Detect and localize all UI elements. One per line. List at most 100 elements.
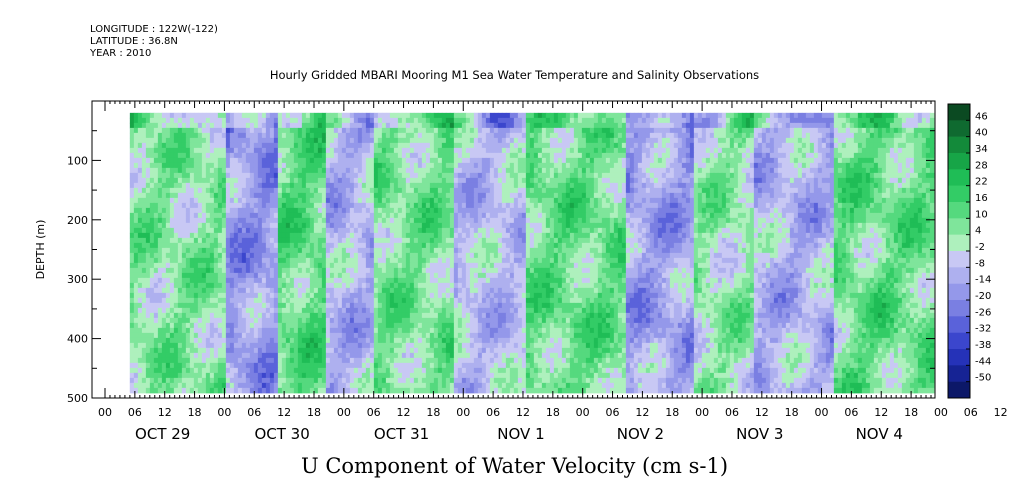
heatmap-cell [533, 182, 539, 189]
heatmap-cell [585, 147, 591, 154]
heatmap-cell [921, 172, 927, 179]
heatmap-cell [245, 232, 251, 239]
heatmap-cell [409, 207, 415, 214]
heatmap-cell [389, 202, 395, 209]
heatmap-cell [161, 127, 167, 134]
heatmap-cell [617, 217, 623, 224]
heatmap-cell [225, 217, 231, 224]
heatmap-cell [793, 112, 799, 119]
heatmap-cell [805, 112, 811, 119]
heatmap-cell [737, 157, 743, 164]
heatmap-cell [377, 217, 383, 224]
heatmap-cell [745, 157, 751, 164]
heatmap-cell [861, 227, 867, 234]
heatmap-cell [525, 162, 531, 169]
heatmap-cell [241, 182, 247, 189]
heatmap-cell [757, 197, 763, 204]
heatmap-cell [357, 167, 363, 174]
heatmap-cell [613, 217, 619, 224]
heatmap-cell [829, 162, 835, 169]
heatmap-cell [645, 132, 651, 139]
heatmap-cell [705, 212, 711, 219]
heatmap-cell [417, 192, 423, 199]
heatmap-cell [857, 202, 863, 209]
heatmap-cell [897, 137, 903, 144]
heatmap-cell [281, 157, 287, 164]
heatmap-cell [697, 187, 703, 194]
heatmap-cell [209, 227, 215, 234]
heatmap-cell [525, 157, 531, 164]
heatmap-cell [409, 152, 415, 159]
heatmap-cell [745, 137, 751, 144]
heatmap-cell [341, 197, 347, 204]
heatmap-cell [405, 222, 411, 229]
heatmap-cell [921, 142, 927, 149]
heatmap-cell [181, 147, 187, 154]
heatmap-cell [537, 207, 543, 214]
heatmap-cell [901, 187, 907, 194]
heatmap-cell [861, 192, 867, 199]
heatmap-cell [825, 192, 831, 199]
heatmap-cell [157, 152, 163, 159]
heatmap-cell [485, 197, 491, 204]
heatmap-cell [473, 122, 479, 129]
heatmap-cell [809, 162, 815, 169]
heatmap-cell [237, 172, 243, 179]
heatmap-cell [613, 212, 619, 219]
heatmap-cell [701, 182, 707, 189]
heatmap-cell [469, 192, 475, 199]
heatmap-cell [273, 117, 279, 124]
heatmap-cell [653, 127, 659, 134]
heatmap-cell [721, 157, 727, 164]
heatmap-cell [337, 167, 343, 174]
heatmap-cell [517, 192, 523, 199]
heatmap-cell [209, 117, 215, 124]
heatmap-cell [217, 227, 223, 234]
heatmap-cell [773, 217, 779, 224]
heatmap-cell [469, 207, 475, 214]
heatmap-cell [669, 212, 675, 219]
heatmap-cell [333, 147, 339, 154]
heatmap-cell [597, 212, 603, 219]
heatmap-cell [869, 127, 875, 134]
heatmap-cell [253, 122, 259, 129]
heatmap-cell [749, 127, 755, 134]
heatmap-cell [709, 137, 715, 144]
heatmap-cell [665, 157, 671, 164]
heatmap-cell [889, 132, 895, 139]
heatmap-cell [133, 232, 139, 239]
heatmap-cell [137, 162, 143, 169]
heatmap-cell [205, 232, 211, 239]
heatmap-cell [405, 207, 411, 214]
heatmap-cell [337, 202, 343, 209]
heatmap-cell [281, 152, 287, 159]
heatmap-cell [745, 142, 751, 149]
heatmap-cell [557, 112, 563, 119]
heatmap-cell [601, 117, 607, 124]
heatmap-cell [693, 197, 699, 204]
heatmap-cell [141, 172, 147, 179]
heatmap-cell [137, 157, 143, 164]
heatmap-cell [861, 112, 867, 119]
heatmap-cell [925, 187, 931, 194]
heatmap-cell [513, 177, 519, 184]
heatmap-cell [353, 132, 359, 139]
heatmap-cell [521, 222, 527, 229]
heatmap-cell [293, 177, 299, 184]
heatmap-cell [341, 232, 347, 239]
heatmap-cell [281, 172, 287, 179]
heatmap-cell [625, 122, 631, 129]
heatmap-cell [389, 132, 395, 139]
heatmap-cell [637, 137, 643, 144]
heatmap-cell [301, 122, 307, 129]
heatmap-cell [393, 197, 399, 204]
heatmap-cell [417, 222, 423, 229]
heatmap-cell [433, 147, 439, 154]
heatmap-cell [517, 112, 523, 119]
heatmap-cell [905, 222, 911, 229]
heatmap-cell [881, 217, 887, 224]
heatmap-cell [793, 197, 799, 204]
heatmap-cell [285, 202, 291, 209]
heatmap-cell [197, 157, 203, 164]
heatmap-cell [417, 137, 423, 144]
